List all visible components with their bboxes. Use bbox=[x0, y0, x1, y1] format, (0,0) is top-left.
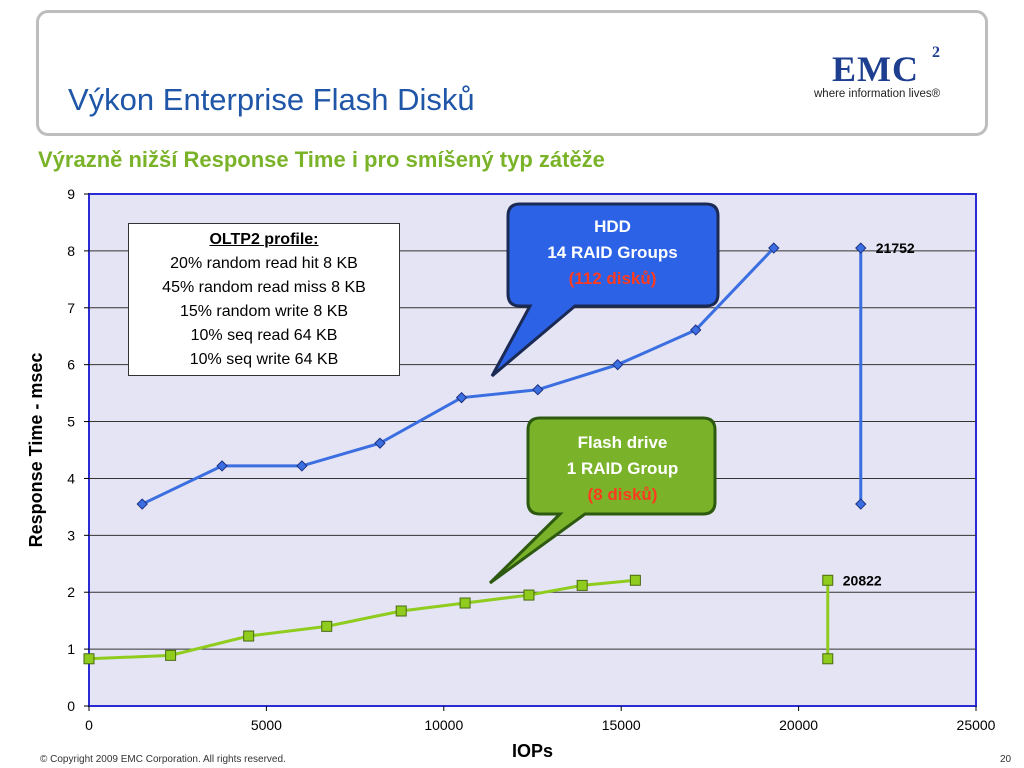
slide-title: Výkon Enterprise Flash Disků bbox=[68, 82, 475, 117]
data-point bbox=[855, 242, 867, 254]
y-tick-label: 9 bbox=[67, 186, 75, 202]
x-axis-label: IOPs bbox=[512, 741, 553, 761]
y-tick-label: 6 bbox=[67, 357, 75, 373]
data-point bbox=[243, 630, 255, 642]
profile-line: 15% random write 8 KB bbox=[179, 303, 349, 320]
logo-superscript: 2 bbox=[932, 44, 940, 61]
y-tick-label: 3 bbox=[67, 527, 75, 543]
y-tick-label: 5 bbox=[67, 414, 75, 430]
profile-title: OLTP2 profile: bbox=[209, 231, 319, 248]
logo-name: EMC bbox=[832, 49, 919, 89]
y-tick-label: 1 bbox=[67, 641, 75, 657]
x-tick-label: 15000 bbox=[602, 717, 641, 733]
hdd-callout-line1: HDD bbox=[594, 217, 631, 236]
data-point bbox=[296, 460, 308, 472]
x-tick-label: 10000 bbox=[424, 717, 463, 733]
data-point bbox=[523, 589, 535, 601]
data-point bbox=[321, 620, 333, 632]
flash-callout-text: Flash drive 1 RAID Group (8 disků) bbox=[530, 430, 715, 508]
flash-callout-line2: 1 RAID Group bbox=[566, 459, 679, 478]
hdd-callout-text: HDD 14 RAID Groups (112 disků) bbox=[510, 214, 715, 292]
data-point bbox=[768, 242, 780, 254]
y-tick-label: 4 bbox=[67, 470, 75, 486]
hdd-callout-line3: (112 disků) bbox=[568, 269, 657, 288]
x-tick-label: 25000 bbox=[957, 717, 996, 733]
data-point bbox=[459, 597, 471, 609]
profile-line: 45% random read miss 8 KB bbox=[162, 279, 366, 296]
data-point bbox=[83, 653, 95, 665]
data-point bbox=[855, 498, 867, 510]
hdd-callout-bubble bbox=[490, 202, 720, 378]
data-point bbox=[532, 383, 544, 396]
hdd-callout-line2: 14 RAID Groups bbox=[547, 243, 678, 262]
copyright-footer: © Copyright 2009 EMC Corporation. All ri… bbox=[40, 754, 286, 765]
data-point bbox=[136, 498, 148, 510]
page-number: 20 bbox=[1000, 754, 1012, 765]
y-tick-label: 8 bbox=[67, 243, 75, 259]
profile-line: 10% seq read 64 KB bbox=[190, 327, 338, 344]
data-point bbox=[690, 324, 702, 336]
profile-line: 20% random read hit 8 KB bbox=[170, 255, 358, 272]
x-tick-label: 20000 bbox=[779, 717, 818, 733]
flash-callout-bubble bbox=[488, 416, 717, 585]
data-point bbox=[455, 391, 468, 404]
profile-line: 10% seq write 64 KB bbox=[189, 351, 339, 368]
oltp2-profile-box: OLTP2 profile: 20% random read hit 8 KB … bbox=[128, 223, 400, 376]
title-frame bbox=[36, 10, 988, 136]
flash-callout-line3: (8 disků) bbox=[587, 485, 658, 504]
y-tick-label: 7 bbox=[67, 300, 75, 316]
data-point bbox=[822, 574, 834, 586]
data-point bbox=[576, 579, 588, 591]
data-point bbox=[629, 574, 641, 586]
logo-tagline: where information lives® bbox=[814, 88, 941, 100]
data-point bbox=[395, 605, 407, 617]
range-label: 21752 bbox=[876, 240, 915, 256]
emc-logo: EMC 2 where information lives® bbox=[812, 44, 962, 108]
y-axis-label: Response Time - msec bbox=[26, 353, 46, 548]
flash-callout-line1: Flash drive bbox=[577, 433, 668, 452]
x-tick-label: 5000 bbox=[251, 717, 282, 733]
data-point bbox=[611, 358, 624, 371]
data-point bbox=[216, 460, 228, 472]
data-point bbox=[374, 437, 386, 449]
x-tick-label: 0 bbox=[85, 717, 93, 733]
y-tick-label: 2 bbox=[67, 584, 75, 600]
data-point bbox=[165, 649, 177, 661]
slide-subtitle: Výrazně nižší Response Time i pro smíšen… bbox=[38, 147, 605, 172]
data-point bbox=[822, 653, 834, 665]
range-label: 20822 bbox=[843, 572, 882, 588]
y-tick-label: 0 bbox=[67, 698, 75, 714]
